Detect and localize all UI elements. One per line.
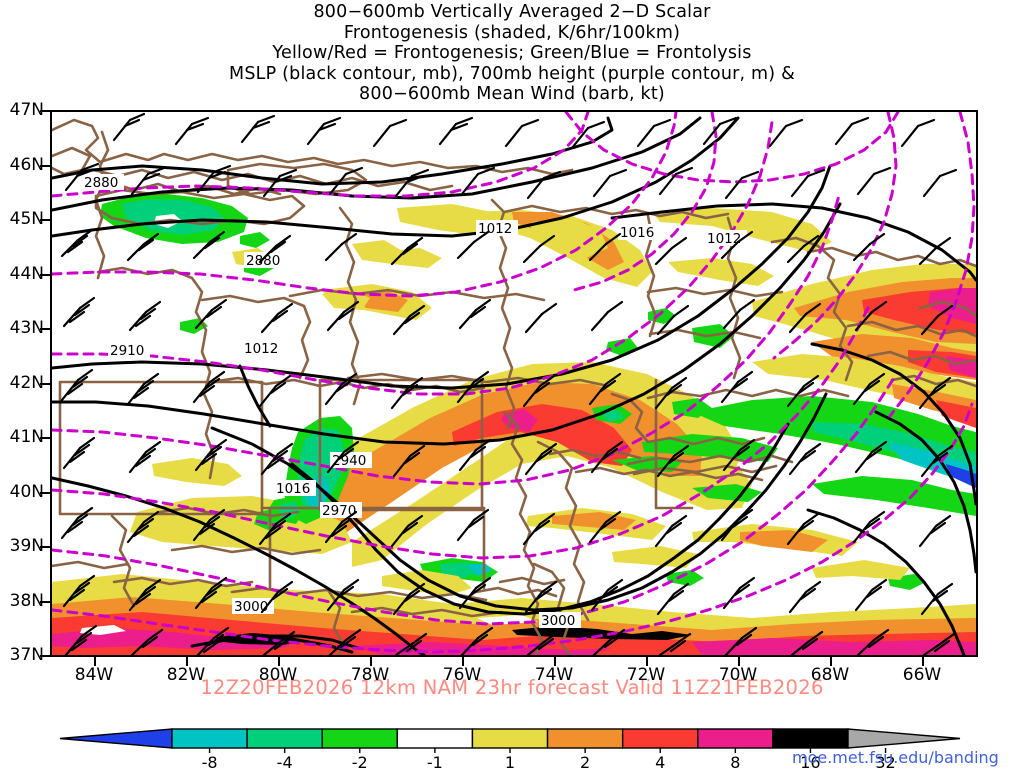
colorbar-segment[interactable] [471,728,549,749]
lon-tick-label: 74W [534,665,574,685]
colorbar-tick-label: -4 [276,753,293,772]
svg-text:1016: 1016 [276,481,310,497]
lat-tick-label: 37N [9,645,44,665]
lat-tick-label: 40N [9,481,44,502]
colorbar-segment[interactable] [697,728,774,749]
lon-tick-label: 70W [718,665,758,685]
title-line-2: Frontogenesis (shaded, K/6hr/100km) [343,22,681,43]
lat-tick-mark [40,437,50,439]
colorbar-segment[interactable] [396,728,474,749]
lat-tick-label: 45N [9,209,44,229]
lat-tick-label: 42N [9,372,44,393]
svg-text:2910: 2910 [110,343,144,359]
lon-tick-mark [278,657,280,666]
forecast-caption: 12Z20FEB2026 12km NAM 23hr forecast Vali… [200,676,824,699]
lon-tick-mark [370,657,372,666]
lon-tick-mark [646,657,648,666]
colorbar-tick-label: -8 [201,753,218,772]
colorbar-ticks [208,748,887,753]
title-line-5: 800−600mb Mean Wind (barb, kt) [359,84,665,104]
wind-barbs [60,112,958,655]
colorbar-tick-label: 16 [800,753,821,772]
svg-text:1016: 1016 [620,225,654,241]
lat-tick-mark [40,328,50,330]
attribution-link[interactable]: moe.met.fsu.edu/banding [792,748,999,767]
title-line-4: MSLP (black contour, mb), 700mb height (… [229,63,795,84]
title-line-3: Yellow/Red = Frontogenesis; Green/Blue =… [272,43,752,63]
colorbar-tick-label: 2 [580,753,591,772]
lon-tick-label: 82W [166,665,206,685]
colorbar[interactable]: -8 -4 -2 -1 1 2 4 8 16 32 [0,726,1024,772]
lon-tick-mark [830,657,832,666]
lon-tick-label: 84W [74,665,114,685]
lon-tick-mark [554,657,556,666]
colorbar-tick-label: 1 [504,753,516,772]
lon-tick-label: 80W [258,665,298,685]
svg-text:2880: 2880 [84,175,118,191]
lat-tick-label: 44N [9,263,44,284]
colorbar-tick-label: -2 [351,753,368,772]
lat-tick-mark [40,600,50,603]
lon-tick-label: 66W [902,665,942,685]
map-plot-area[interactable]: 2880 1016 1012 1012 2880 2910 1012 2940 … [50,110,978,657]
lat-tick-mark [40,546,50,548]
map-graphic: 2880 1016 1012 1012 2880 2910 1012 2940 … [52,112,976,655]
lon-tick-mark [922,657,924,666]
chart-title: 800−600mb Vertically Averaged 2−D Scalar… [0,2,1024,105]
svg-text:3000: 3000 [234,599,268,615]
svg-text:2880: 2880 [246,253,280,269]
lat-tick-label: 46N [9,154,44,175]
svg-text:1012: 1012 [244,341,278,357]
lon-tick-label: 76W [442,665,482,685]
colorbar-low-extend [59,728,173,749]
colorbar-segment[interactable] [246,728,323,749]
colorbar-tick-label: 8 [730,753,741,772]
svg-text:3000: 3000 [541,613,575,629]
lat-tick-mark [40,655,50,657]
lat-tick-mark [40,164,50,167]
lat-tick-label: 38N [9,590,44,611]
colorbar-segment[interactable] [171,728,248,749]
lat-tick-label: 43N [9,318,44,338]
lon-tick-label: 72W [626,665,666,685]
svg-text:2970: 2970 [322,503,356,519]
colorbar-segments [59,728,961,749]
lon-tick-mark [462,657,464,666]
colorbar-tick-label: 4 [655,753,666,772]
lon-tick-mark [94,657,96,666]
lat-tick-mark [40,273,50,276]
lon-tick-mark [186,657,188,666]
lat-tick-mark [40,219,50,221]
colorbar-segment[interactable] [772,728,849,749]
svg-text:1012: 1012 [707,231,741,247]
colorbar-graphic [59,728,961,753]
lat-tick-mark [40,491,50,494]
contour-value-labels: 2880 1016 1012 1012 2880 2910 1012 2940 … [82,174,747,629]
lat-tick-label: 41N [9,427,44,447]
lat-tick-label: 39N [9,536,44,556]
lon-tick-label: 78W [350,665,390,685]
colorbar-segment[interactable] [321,728,399,749]
lat-tick-mark [40,382,50,385]
lat-tick-mark [40,110,50,112]
colorbar-tick-label: 32 [875,753,896,772]
colorbar-high-extend [847,728,961,749]
lon-tick-mark [738,657,740,666]
colorbar-tick-label: -1 [426,753,443,772]
colorbar-segment[interactable] [546,728,624,749]
colorbar-segment[interactable] [621,728,699,749]
lon-tick-label: 68W [810,665,850,685]
lat-tick-label: 47N [9,100,44,120]
title-line-1: 800−600mb Vertically Averaged 2−D Scalar [313,2,711,22]
